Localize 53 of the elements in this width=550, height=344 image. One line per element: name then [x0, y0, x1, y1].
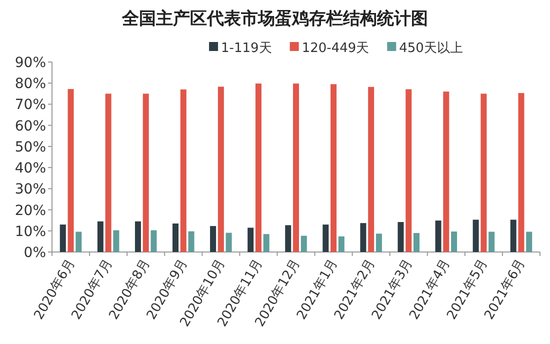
chart-title: 全国主产区代表市场蛋鸡存栏结构统计图 — [121, 9, 428, 28]
bar — [322, 224, 329, 252]
y-tick-label: 40% — [14, 160, 46, 177]
y-tick-label: 30% — [14, 182, 46, 198]
bar — [292, 84, 300, 252]
y-tick-label: 10% — [14, 224, 46, 240]
bar — [480, 94, 487, 252]
y-tick-label: 60% — [14, 118, 46, 134]
bar — [406, 89, 412, 252]
bar — [172, 224, 179, 252]
bar — [376, 234, 382, 252]
bar — [188, 231, 194, 252]
bar — [150, 230, 157, 252]
bar — [255, 84, 262, 252]
bar — [210, 226, 216, 252]
legend-label: 1-119天 — [221, 41, 272, 56]
bar — [218, 86, 224, 252]
bar — [97, 221, 104, 252]
bar — [330, 84, 337, 252]
legend-label: 120-449天 — [302, 41, 370, 56]
bar — [134, 221, 141, 252]
bar — [451, 232, 458, 252]
legend-label: 450天以上 — [399, 41, 463, 56]
bar — [142, 94, 149, 252]
bar — [105, 94, 112, 252]
y-tick-label: 50% — [14, 139, 46, 156]
bar — [443, 92, 450, 252]
bar — [338, 236, 344, 252]
bar — [510, 220, 516, 252]
bar — [113, 230, 120, 252]
bar — [360, 223, 366, 252]
bar — [472, 220, 479, 252]
bar — [180, 89, 186, 252]
bar — [398, 222, 404, 252]
bar — [68, 89, 74, 252]
bar — [285, 225, 292, 252]
bar — [368, 86, 374, 252]
bar — [435, 220, 442, 252]
y-tick-label: 80% — [14, 76, 46, 92]
bar — [413, 233, 420, 252]
bar — [263, 234, 270, 252]
y-tick-label: 20% — [14, 202, 46, 219]
bar — [248, 228, 254, 252]
bar — [488, 232, 495, 252]
bar — [526, 232, 532, 252]
y-tick-label: 70% — [14, 97, 46, 114]
bar — [60, 224, 66, 252]
bar — [300, 236, 307, 252]
bar — [226, 232, 232, 252]
y-tick-label: 0% — [24, 245, 46, 261]
y-tick-label: 90% — [14, 55, 46, 71]
bar — [76, 232, 82, 252]
bar — [518, 93, 524, 252]
